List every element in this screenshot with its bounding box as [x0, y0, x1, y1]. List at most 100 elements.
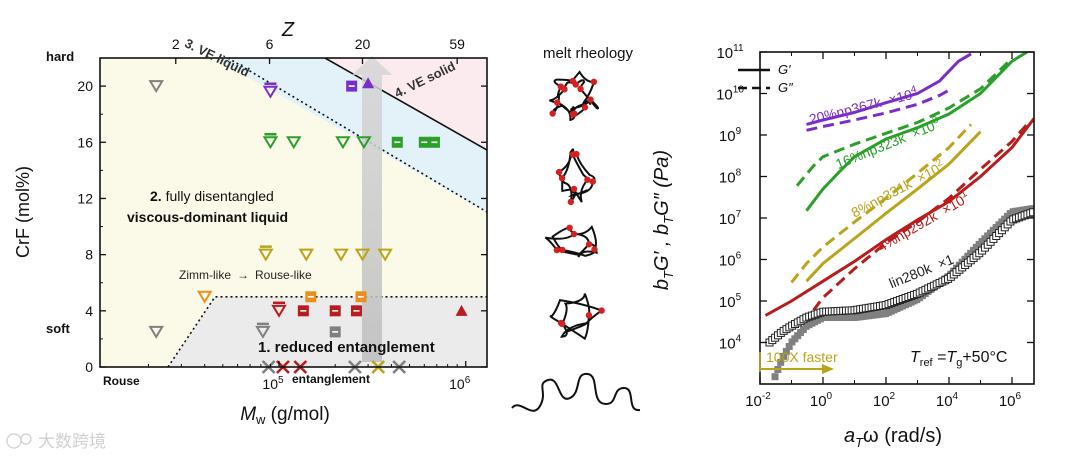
left-y-tick-label: 8	[85, 247, 93, 263]
crosslink-dot	[569, 77, 577, 85]
series-gprime-line	[764, 117, 1034, 317]
series-label-factor-exp: 4	[910, 84, 918, 96]
right-x-tick-label: 104	[936, 391, 959, 410]
lin-gprime-marker	[785, 342, 793, 350]
right-x-tick-base: 10	[745, 393, 762, 410]
right-x-tick-base: 10	[810, 393, 827, 410]
right-x-tick-base: 10	[936, 393, 953, 410]
reference-temperature: Tref =Tg+50°C	[910, 349, 1007, 369]
right-y-tick-exp: 5	[736, 292, 742, 303]
xlab-omega: ω (rad/s)	[863, 425, 942, 447]
mw-unit: (g/mol)	[265, 404, 329, 425]
data-point-triangle-down	[255, 325, 271, 339]
crosslink-dot	[585, 312, 593, 319]
right-y-axis-title: bTG′ , bTG″ (Pa)	[651, 150, 676, 290]
watermark-logo-icon	[6, 433, 22, 449]
entanglement-bottom-label: entanglement	[292, 372, 370, 386]
legend: G′ G″	[738, 62, 793, 95]
series-gdprime-line	[790, 123, 973, 284]
z-tick-label: 20	[355, 36, 371, 52]
region-1-number: 1.	[258, 339, 271, 356]
right-x-tick-base: 10	[999, 393, 1016, 410]
left-x-tick-exp: 5	[278, 375, 284, 386]
right-x-axis-title: aTω (rad/s)	[844, 425, 942, 450]
right-x-tick-exp: 6	[1016, 391, 1022, 402]
lin-gprime-marker	[780, 352, 788, 360]
right-x-tick-exp: 4	[953, 391, 959, 402]
data-point-triangle-down	[335, 136, 351, 150]
left-x-tick-base: 10	[449, 376, 465, 392]
left-y-tick-label: 4	[85, 303, 93, 319]
right-y-tick-label: 105	[719, 292, 742, 311]
watermark-text: 大数跨境	[38, 432, 106, 452]
series-gprime-line	[806, 52, 972, 126]
left-x-tick-exp: 6	[465, 375, 471, 386]
region-1-boundary	[167, 295, 487, 367]
ylab-t1: T	[661, 270, 676, 279]
right-y-tick-label: 109	[719, 126, 742, 145]
data-point-triangle-down	[298, 248, 315, 262]
zimm-like-text: Zimm-like	[179, 268, 231, 282]
data-point-triangle-down	[286, 136, 302, 150]
chain-coil-4	[549, 293, 604, 341]
shift-annotation-text: 100X faster	[766, 349, 838, 365]
region-2-label-line1: 2. fully disentangled	[150, 188, 274, 204]
right-x-tick-exp: 0	[827, 391, 833, 402]
right-y-tick-label: 1010	[716, 85, 744, 104]
crosslink-dot	[557, 319, 565, 327]
xlab-t: T	[855, 435, 864, 450]
right-y-tick-exp: 7	[736, 209, 742, 220]
crosslink-dot	[581, 104, 589, 111]
crosslink-dot	[577, 85, 584, 93]
rouse-like-text: Rouse-like	[255, 268, 312, 282]
crosslink-dot	[557, 83, 565, 90]
watermark: 大数跨境	[6, 432, 106, 452]
crosslink-dot	[566, 224, 573, 232]
t-g-post: +50°C	[962, 349, 1007, 366]
left-y-tick-label: 20	[77, 78, 93, 94]
series-label-name: 16%np323k	[833, 129, 908, 172]
right-y-tick-label: 104	[719, 334, 742, 353]
t-g-t: T	[946, 349, 957, 366]
lin-gdprime-marker	[1029, 208, 1034, 217]
chain-coil-3	[544, 224, 598, 258]
mw-m: M	[240, 404, 256, 425]
soft-label: soft	[46, 321, 71, 336]
data-point-triangle-down	[354, 248, 371, 262]
t-ref-eq: =	[933, 349, 947, 366]
zimm-rouse-annotation: Zimm-like → Rouse-like	[179, 268, 312, 282]
melt-rheology-title: melt rheology	[543, 45, 634, 62]
data-point-triangle-down	[148, 80, 164, 94]
crosslink-dot	[598, 307, 605, 314]
region-1-area	[100, 296, 487, 367]
right-y-tick-exp: 10	[733, 85, 745, 96]
series-gprime-line	[805, 130, 982, 283]
data-point-triangle-down	[258, 248, 274, 262]
left-y-tick-label: 0	[85, 359, 93, 375]
series-gdprime-line	[812, 123, 1029, 312]
data-point-triangle-up	[362, 77, 375, 89]
hard-label: hard	[46, 49, 74, 64]
z-tick-label: 6	[266, 36, 274, 52]
crosslink-dot	[569, 111, 577, 118]
crosslink-dot	[554, 99, 561, 106]
series-label-factor-exp: 1	[959, 188, 970, 201]
crosslink-dot	[558, 174, 566, 182]
t-ref-sub: ref	[920, 357, 934, 369]
right-y-tick-base: 10	[716, 45, 733, 62]
right-y-tick-label: 107	[719, 209, 742, 228]
right-x-tick-base: 10	[873, 393, 890, 410]
right-y-tick-exp: 11	[733, 43, 744, 54]
series-label-factor-exp: 3	[931, 114, 941, 126]
series-label: 20%np367k ×104	[807, 84, 919, 128]
data-point-triangle-down	[356, 136, 372, 150]
data-point-triangle-down	[148, 325, 164, 339]
t-ref-t: T	[910, 349, 921, 366]
crosslink-dot	[559, 246, 566, 254]
data-point-triangle-down	[262, 85, 279, 99]
crosslink-dot	[570, 230, 578, 238]
crosslink-dot	[555, 168, 563, 176]
data-point-triangle-up	[455, 304, 468, 316]
right-y-tick-base: 10	[719, 128, 736, 145]
